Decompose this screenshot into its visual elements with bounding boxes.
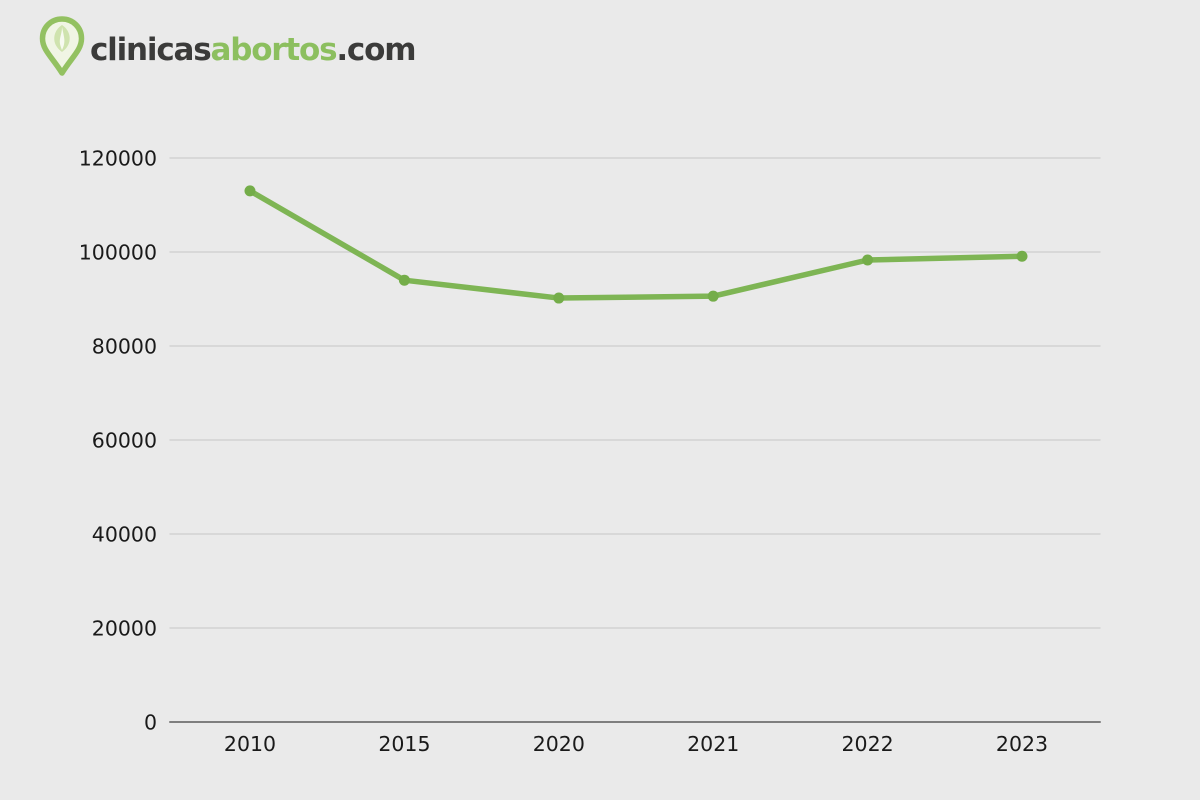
logo-text-suffix: .com	[336, 31, 416, 68]
logo-text-highlight: abortos	[210, 31, 337, 68]
data-point	[707, 290, 719, 302]
y-tick-label: 80000	[92, 335, 157, 359]
y-tick-label: 40000	[92, 523, 157, 547]
data-point	[398, 274, 410, 286]
y-tick-label: 100000	[79, 241, 157, 265]
site-logo[interactable]: clinicasabortos.com	[38, 16, 417, 78]
logo-text-prefix: clinicas	[90, 31, 212, 68]
y-tick-label: 60000	[92, 429, 157, 453]
y-tick-label: 0	[144, 711, 157, 735]
map-pin-leaf-icon	[38, 16, 86, 78]
x-tick-label: 2015	[378, 732, 430, 756]
data-point	[553, 292, 565, 304]
x-tick-label: 2022	[842, 732, 894, 756]
x-tick-label: 2021	[687, 732, 739, 756]
data-line	[247, 188, 1025, 301]
data-point	[1016, 250, 1028, 262]
x-tick-label: 2023	[996, 732, 1048, 756]
x-tick-label: 2020	[533, 732, 585, 756]
x-tick-label: 2010	[224, 732, 276, 756]
y-tick-label: 20000	[92, 617, 157, 641]
data-point	[862, 254, 874, 266]
site-logo-text: clinicasabortos.com	[90, 29, 417, 68]
data-point	[244, 185, 256, 197]
y-tick-label: 120000	[79, 147, 157, 171]
